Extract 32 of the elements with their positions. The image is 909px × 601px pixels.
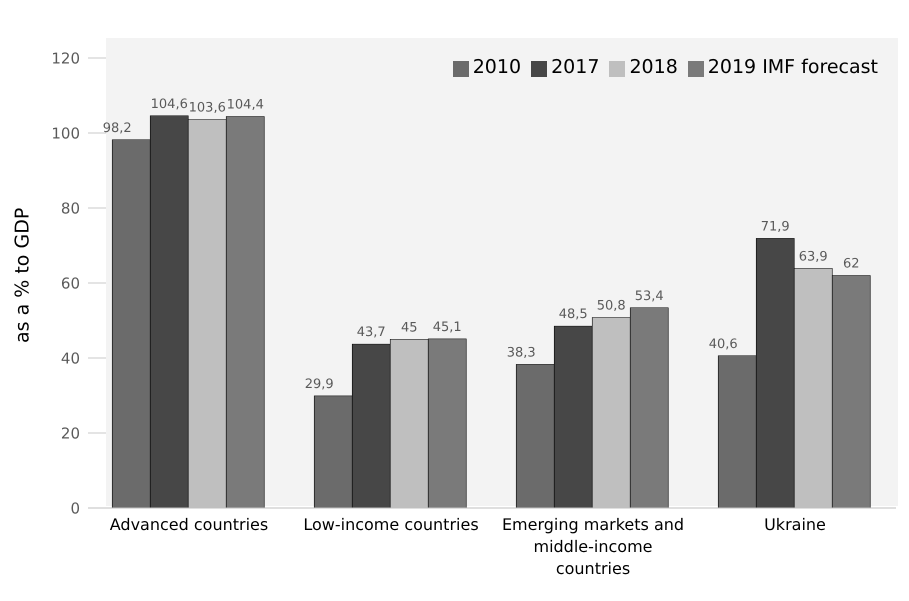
data-label: 53,4 — [634, 288, 664, 304]
y-tick-label: 40 — [60, 349, 80, 368]
data-label: 62 — [842, 256, 860, 272]
data-label: 71,9 — [760, 219, 790, 234]
x-tick-label: Ukraine — [764, 515, 826, 534]
y-axis-title: as a % to GDP — [12, 208, 34, 343]
y-tick-label: 0 — [70, 499, 80, 518]
y-tick-label: 120 — [51, 49, 80, 68]
y-tick-label: 100 — [51, 124, 80, 142]
x-tick-label: Emerging markets and middle-income countries — [502, 515, 684, 578]
data-label: 63,9 — [798, 249, 828, 264]
y-tick-label: 60 — [60, 274, 80, 292]
legend-label: 2017 — [551, 56, 600, 78]
data-label: 50,8 — [596, 298, 626, 314]
data-label: 104,6 — [150, 96, 188, 112]
data-label: 45,1 — [432, 320, 462, 335]
y-tick-label: 80 — [60, 199, 80, 218]
legend-label: 2019 IMF forecast — [708, 56, 878, 78]
data-label: 98,2 — [102, 120, 132, 136]
y-tick-label: 20 — [60, 424, 80, 442]
data-label: 43,7 — [356, 325, 386, 340]
x-tick-label: Low-income countries — [303, 515, 479, 534]
legend-label: 2010 — [472, 56, 522, 78]
data-label: 104,4 — [226, 98, 264, 112]
data-label: 103,6 — [188, 100, 226, 116]
data-label: 29,9 — [304, 376, 334, 392]
x-tick-label: Advanced countries — [110, 515, 268, 534]
data-label: 45 — [400, 320, 418, 336]
legend-label: 2018 — [629, 56, 678, 78]
data-label: 38,3 — [506, 345, 536, 360]
data-label: 40,6 — [708, 336, 738, 352]
data-label: 48,5 — [558, 307, 588, 322]
